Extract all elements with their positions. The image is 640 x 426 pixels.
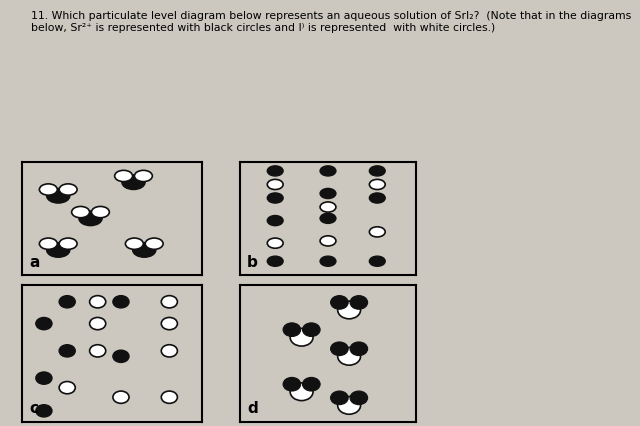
Text: 11. Which particulate level diagram below represents an aqueous solution of SrI₂: 11. Which particulate level diagram belo… — [31, 11, 631, 20]
Circle shape — [59, 296, 76, 308]
Circle shape — [283, 323, 301, 337]
Circle shape — [320, 202, 336, 212]
Circle shape — [161, 317, 177, 330]
Circle shape — [290, 383, 313, 400]
Circle shape — [331, 391, 348, 405]
Circle shape — [36, 317, 52, 330]
Circle shape — [268, 166, 283, 176]
Text: c: c — [29, 401, 38, 416]
Circle shape — [115, 170, 132, 181]
Text: b: b — [247, 255, 258, 270]
Circle shape — [303, 377, 320, 391]
Circle shape — [36, 372, 52, 384]
Circle shape — [369, 227, 385, 237]
Circle shape — [36, 405, 52, 417]
Circle shape — [132, 242, 156, 257]
Circle shape — [338, 348, 360, 365]
Circle shape — [338, 397, 360, 414]
Circle shape — [320, 256, 336, 266]
Circle shape — [268, 216, 283, 226]
Circle shape — [40, 184, 58, 195]
Circle shape — [122, 175, 145, 190]
Circle shape — [90, 317, 106, 330]
Circle shape — [369, 193, 385, 203]
Circle shape — [338, 301, 360, 319]
Circle shape — [59, 382, 76, 394]
Circle shape — [90, 345, 106, 357]
Text: below, Sr²⁺ is represented with black circles and I⁾ is represented  with white : below, Sr²⁺ is represented with black ci… — [31, 23, 495, 33]
Circle shape — [72, 207, 90, 218]
Circle shape — [59, 238, 77, 249]
Circle shape — [283, 377, 301, 391]
Circle shape — [331, 342, 348, 356]
Circle shape — [268, 193, 283, 203]
Circle shape — [134, 170, 152, 181]
Circle shape — [369, 256, 385, 266]
Circle shape — [59, 345, 76, 357]
Circle shape — [125, 238, 143, 249]
Circle shape — [268, 238, 283, 248]
Circle shape — [113, 350, 129, 363]
Circle shape — [350, 296, 367, 309]
Circle shape — [268, 179, 283, 190]
Circle shape — [92, 207, 109, 218]
Circle shape — [90, 296, 106, 308]
Circle shape — [161, 296, 177, 308]
Circle shape — [331, 296, 348, 309]
Circle shape — [369, 179, 385, 190]
Circle shape — [113, 391, 129, 403]
Circle shape — [47, 242, 70, 257]
Circle shape — [40, 238, 58, 249]
Circle shape — [113, 296, 129, 308]
Circle shape — [145, 238, 163, 249]
Circle shape — [79, 211, 102, 226]
Circle shape — [47, 188, 70, 203]
Circle shape — [350, 391, 367, 405]
Circle shape — [369, 166, 385, 176]
Circle shape — [268, 256, 283, 266]
Circle shape — [59, 184, 77, 195]
Text: d: d — [247, 401, 258, 416]
Circle shape — [161, 345, 177, 357]
Circle shape — [350, 342, 367, 356]
Text: a: a — [29, 255, 40, 270]
Circle shape — [320, 188, 336, 199]
Circle shape — [290, 328, 313, 346]
Circle shape — [320, 236, 336, 246]
Circle shape — [303, 323, 320, 337]
Circle shape — [161, 391, 177, 403]
Circle shape — [320, 213, 336, 223]
Circle shape — [320, 166, 336, 176]
